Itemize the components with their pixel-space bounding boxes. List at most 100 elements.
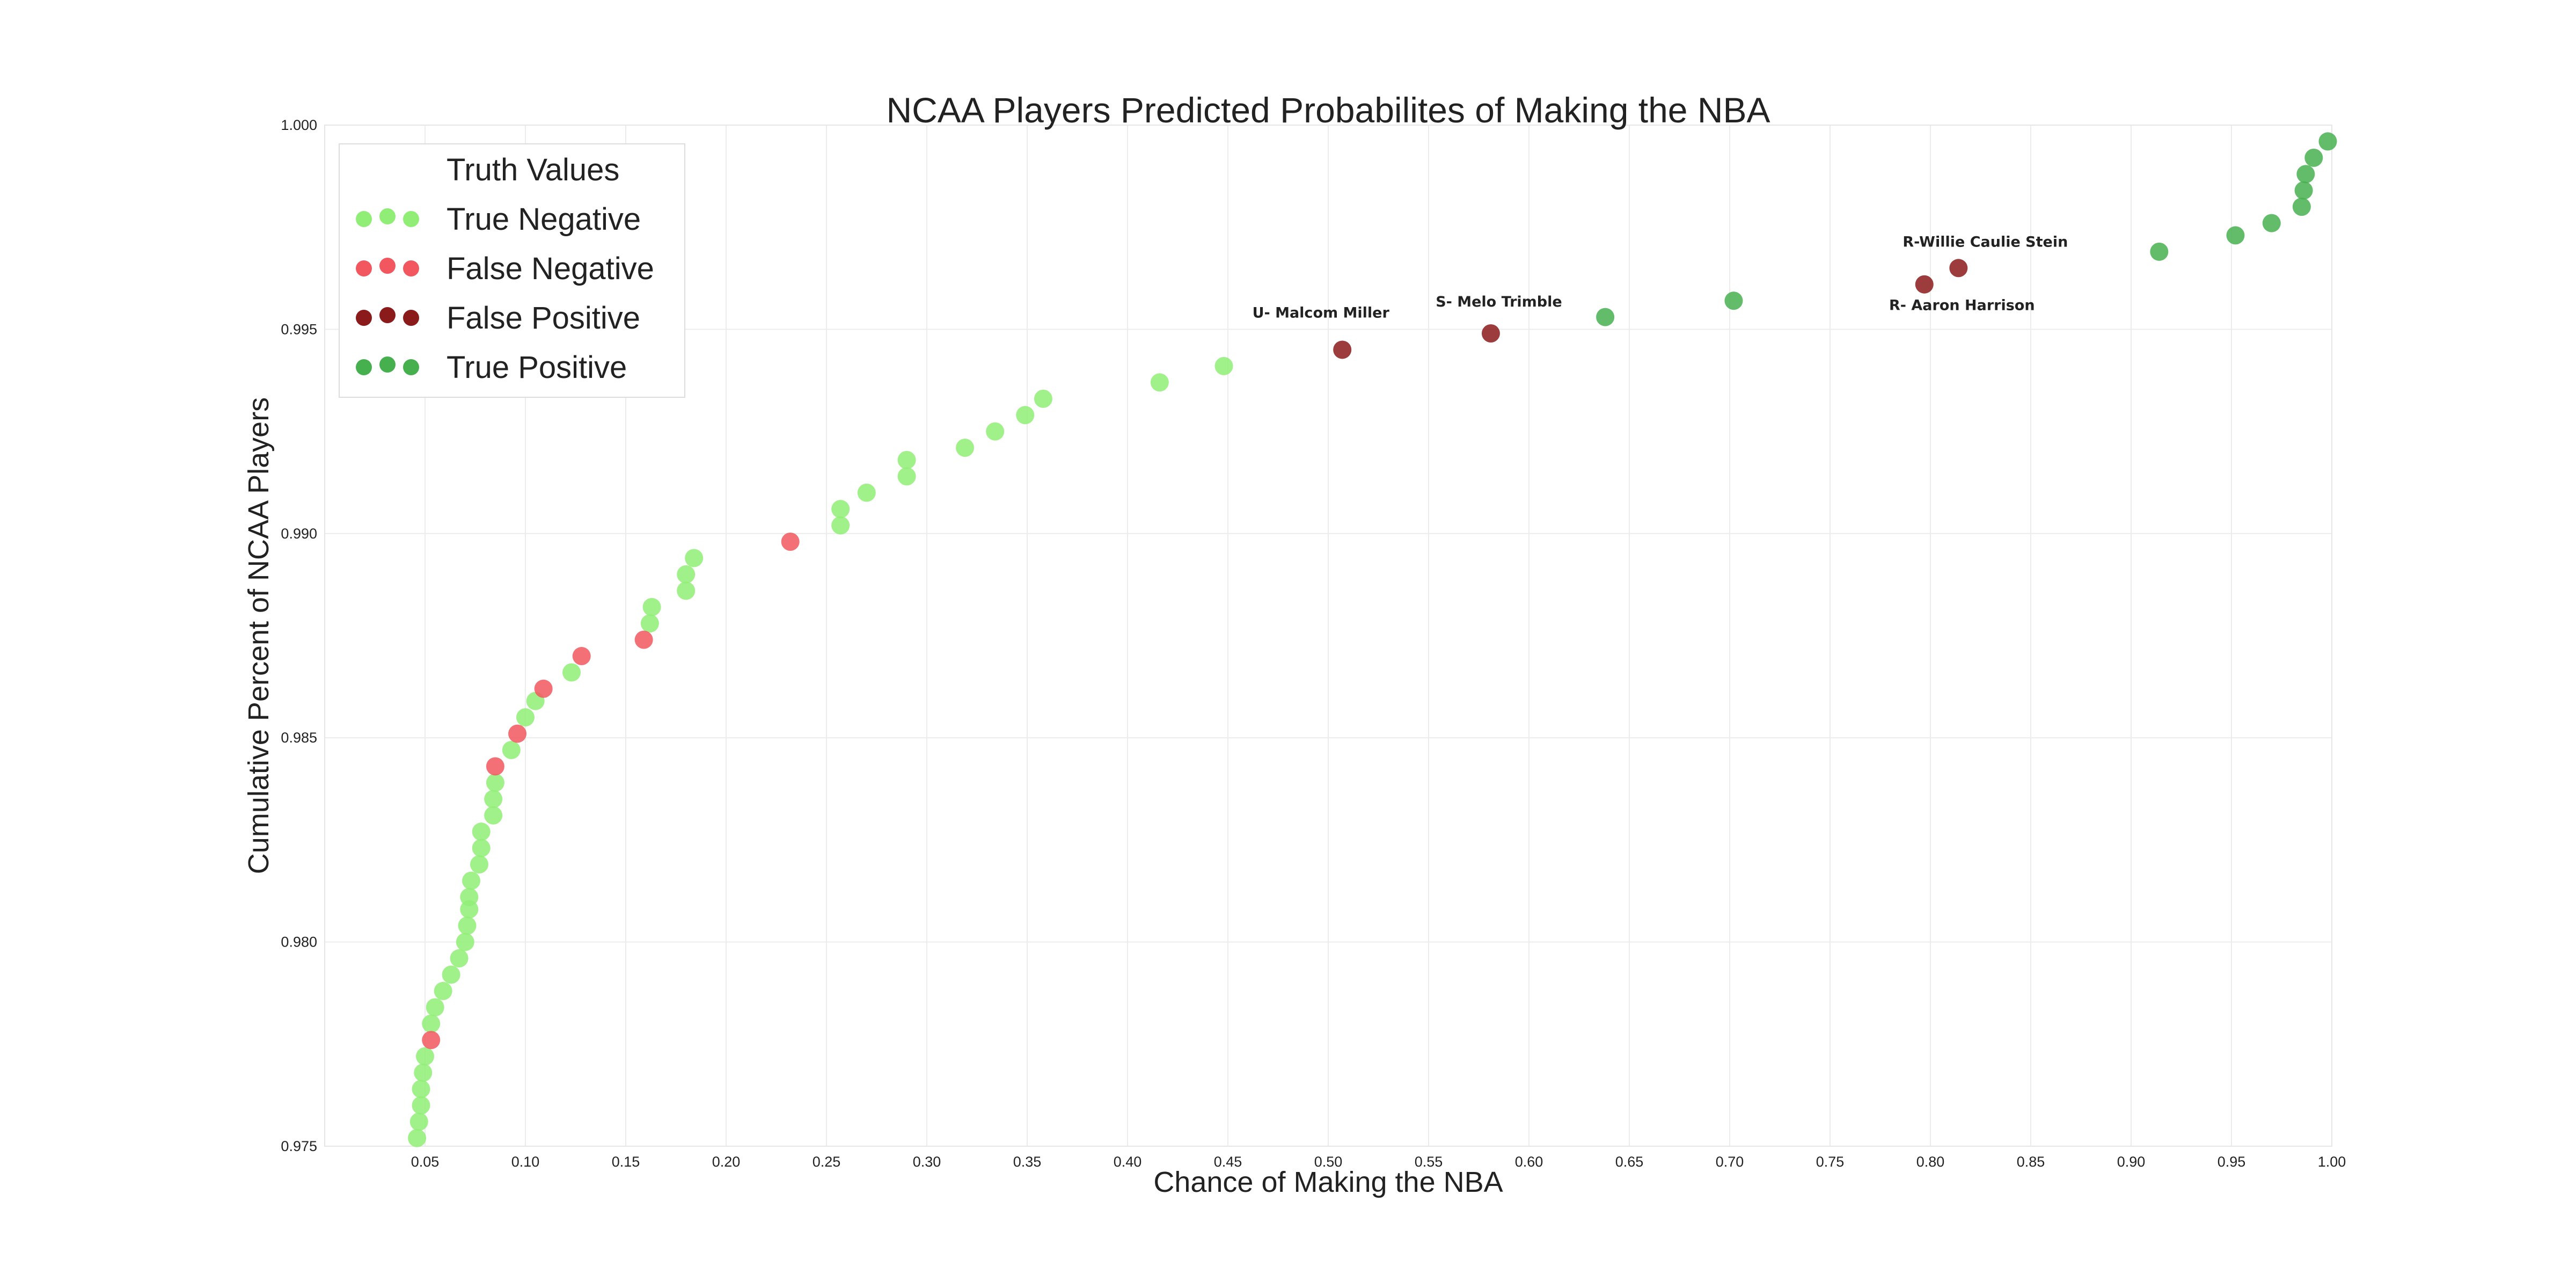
data-point xyxy=(831,516,850,535)
y-tick-label: 0.990 xyxy=(281,526,317,542)
legend-marker xyxy=(403,359,419,375)
legend-title: Truth Values xyxy=(447,152,619,187)
data-point xyxy=(416,1047,434,1066)
data-point xyxy=(456,933,474,951)
data-point xyxy=(450,949,469,968)
legend: Truth Values True Negative False Negative… xyxy=(339,143,685,398)
series-false-negative xyxy=(422,533,800,1050)
data-point xyxy=(677,581,696,600)
data-point xyxy=(502,741,521,760)
legend-entry: True Negative xyxy=(356,202,641,237)
x-tick-label: 0.30 xyxy=(913,1154,941,1170)
data-point xyxy=(462,871,481,890)
data-point xyxy=(412,1080,430,1098)
legend-marker xyxy=(403,211,419,227)
data-point xyxy=(470,855,488,874)
legend-entry: True Positive xyxy=(356,350,627,385)
x-tick-label: 0.15 xyxy=(612,1154,640,1170)
y-tick-label: 0.985 xyxy=(281,730,317,746)
series-false-positive xyxy=(1333,259,1968,359)
data-point xyxy=(1481,324,1500,343)
data-points xyxy=(408,132,2337,1147)
legend-marker xyxy=(379,258,396,274)
legend-marker xyxy=(356,211,372,227)
data-point xyxy=(2318,132,2337,151)
data-point xyxy=(422,1031,441,1050)
x-tick-label: 0.25 xyxy=(813,1154,841,1170)
data-point xyxy=(516,708,535,727)
chart-title: NCAA Players Predicted Probabilites of M… xyxy=(886,90,1770,130)
data-point xyxy=(484,790,503,809)
series-true-positive xyxy=(1596,132,2337,326)
x-tick-label: 1.00 xyxy=(2318,1154,2346,1170)
data-point xyxy=(484,806,503,825)
legend-label: True Negative xyxy=(447,202,641,237)
legend-label: False Negative xyxy=(447,251,654,286)
legend-marker xyxy=(379,307,396,323)
data-point xyxy=(2304,148,2323,167)
data-point xyxy=(414,1064,433,1082)
y-tick-label: 0.980 xyxy=(281,934,317,950)
annotation-label: U- Malcom Miller xyxy=(1253,304,1390,321)
legend-marker xyxy=(403,310,419,326)
data-point xyxy=(508,724,527,743)
x-tick-label: 0.90 xyxy=(2117,1154,2146,1170)
x-tick-labels: 0.05 0.10 0.15 0.20 0.25 0.30 0.35 0.40 0.45 0.50… xyxy=(411,1154,2346,1170)
y-tick-label: 0.995 xyxy=(281,321,317,337)
data-point xyxy=(2150,242,2169,261)
x-tick-label: 0.50 xyxy=(1314,1154,1343,1170)
y-tick-label: 0.975 xyxy=(281,1138,317,1154)
data-point xyxy=(1949,259,1968,278)
data-point xyxy=(408,1128,427,1147)
legend-marker xyxy=(356,359,372,375)
data-point xyxy=(956,439,975,457)
x-tick-label: 0.05 xyxy=(411,1154,440,1170)
data-point xyxy=(426,998,444,1017)
legend-label: False Positive xyxy=(447,301,640,336)
legend-marker xyxy=(379,356,396,373)
data-point xyxy=(1333,340,1352,359)
data-point xyxy=(1915,275,1934,294)
data-point xyxy=(572,647,591,666)
x-tick-label: 0.55 xyxy=(1415,1154,1443,1170)
data-point xyxy=(1034,389,1052,408)
data-point xyxy=(640,614,659,633)
y-axis-label: Cumulative Percent of NCAA Players xyxy=(243,397,275,874)
x-tick-label: 0.60 xyxy=(1515,1154,1543,1170)
legend-entry: False Positive xyxy=(356,301,640,336)
x-tick-label: 0.85 xyxy=(2017,1154,2045,1170)
data-point xyxy=(857,483,876,502)
data-point xyxy=(986,422,1005,441)
data-point xyxy=(442,965,460,984)
x-tick-label: 0.20 xyxy=(712,1154,741,1170)
legend-label: True Positive xyxy=(447,350,627,385)
annotation-label: R-Willie Caulie Stein xyxy=(1902,234,2068,250)
grid-lines xyxy=(325,125,2332,1147)
data-point xyxy=(1596,308,1615,326)
data-point xyxy=(562,663,581,682)
data-point xyxy=(2292,198,2311,216)
data-point xyxy=(460,887,479,906)
data-point xyxy=(472,839,491,857)
x-tick-label: 0.70 xyxy=(1716,1154,1744,1170)
x-axis-label: Chance of Making the NBA xyxy=(1153,1166,1503,1198)
annotation-label: R- Aaron Harrison xyxy=(1889,297,2035,314)
data-point xyxy=(2296,165,2315,184)
x-tick-label: 0.95 xyxy=(2218,1154,2246,1170)
y-tick-label: 1.000 xyxy=(281,117,317,133)
data-point xyxy=(409,1112,428,1131)
series-true-negative xyxy=(408,356,1233,1147)
data-point xyxy=(412,1096,430,1115)
data-point xyxy=(434,981,452,1000)
data-point xyxy=(1150,373,1169,392)
data-point xyxy=(677,565,696,584)
data-point xyxy=(642,598,661,616)
data-point xyxy=(2226,226,2245,245)
data-point xyxy=(1016,406,1035,425)
x-tick-label: 0.45 xyxy=(1214,1154,1242,1170)
x-tick-label: 0.10 xyxy=(511,1154,540,1170)
data-point xyxy=(486,773,504,792)
data-point xyxy=(685,549,704,567)
legend-box xyxy=(339,143,685,398)
